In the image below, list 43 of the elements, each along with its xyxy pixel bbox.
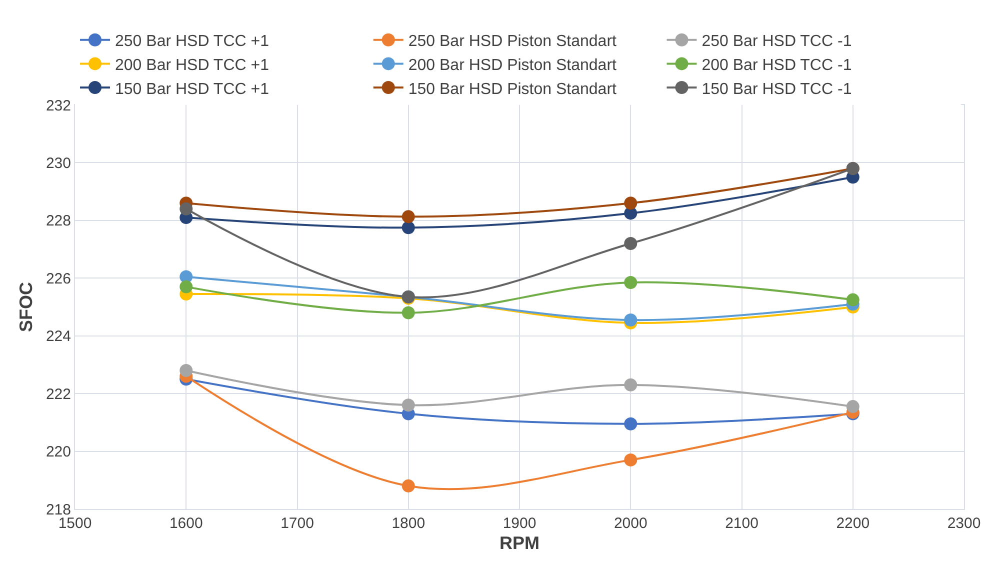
y-tick-label: 220 (46, 444, 71, 461)
point (402, 398, 415, 412)
x-tick-label: 2100 (725, 515, 758, 532)
x-tick-label: 2300 (947, 515, 981, 532)
point (846, 293, 860, 306)
x-tick-label: 1700 (280, 515, 314, 532)
point (624, 313, 638, 326)
legend-label: 250 Bar HSD TCC +1 (115, 33, 270, 50)
legend-label: 150 Bar HSD TCC -1 (702, 80, 852, 98)
y-tick-label: 224 (46, 328, 71, 346)
point (402, 221, 415, 234)
legend-label: 250 Bar HSD TCC -1 (702, 33, 852, 50)
point (846, 400, 860, 414)
point (624, 276, 638, 289)
y-tick-label: 228 (46, 212, 71, 230)
point (180, 202, 193, 216)
x-tick-label: 2000 (614, 515, 648, 532)
y-tick-label: 230 (46, 154, 71, 172)
point (624, 237, 638, 250)
legend-label: 250 Bar HSD Piston Standart (408, 33, 618, 50)
point (402, 306, 415, 320)
legend-label: 150 Bar HSD Piston Standart (408, 80, 618, 98)
legend-label: 200 Bar HSD TCC -1 (702, 56, 852, 74)
y-axis-title: SFOC (16, 282, 36, 332)
point (624, 417, 638, 430)
legend-label: 150 Bar HSD TCC +1 (115, 80, 270, 98)
point (180, 364, 193, 377)
y-tick-label: 222 (46, 386, 71, 403)
point (402, 210, 415, 224)
x-tick-label: 1900 (502, 515, 536, 532)
legend-label: 200 Bar HSD TCC +1 (115, 56, 270, 74)
legend-label: 200 Bar HSD Piston Standart (408, 56, 618, 74)
point (402, 479, 415, 492)
point (624, 196, 638, 210)
y-tick-label: 226 (46, 270, 71, 288)
x-axis-title: RPM (500, 533, 540, 554)
point (180, 280, 193, 294)
y-tick-label: 232 (46, 97, 71, 114)
x-tick-label: 1600 (169, 515, 203, 532)
point (624, 453, 638, 466)
x-tick-label: 1800 (392, 515, 426, 532)
point (624, 378, 638, 392)
x-tick-label: 2200 (836, 515, 870, 532)
